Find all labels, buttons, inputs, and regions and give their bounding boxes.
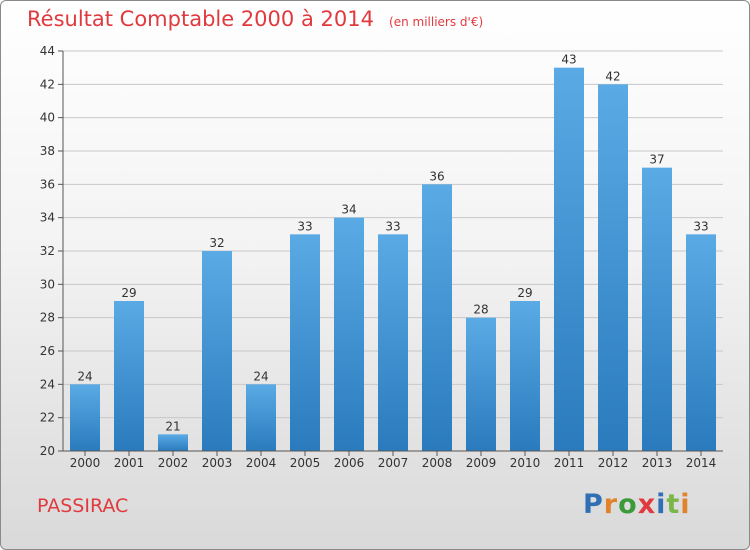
logo-letter: o (618, 489, 638, 520)
bar-2004 (246, 384, 276, 451)
logo-letter: i (680, 489, 691, 520)
x-tick-labels: 2000 2001 2002 2003 2004 2005 2006 2007 2008 2009… (70, 451, 717, 470)
logo-letter: r (603, 489, 619, 520)
data-label: 32 (209, 236, 224, 250)
bar-2010 (510, 301, 540, 451)
data-label: 21 (165, 419, 180, 433)
chart-title: Résultat Comptable 2000 à 2014 (27, 7, 374, 31)
x-tick-label: 2001 (114, 456, 145, 470)
data-label: 24 (253, 369, 268, 383)
x-tick-label: 2012 (598, 456, 629, 470)
y-tick-label: 40 (40, 111, 55, 125)
x-tick-label: 2006 (334, 456, 365, 470)
bar-2012 (598, 84, 628, 451)
data-label: 33 (693, 219, 708, 233)
bar-2014 (686, 234, 716, 451)
commune-name: PASSIRAC (37, 495, 129, 517)
y-tick-label: 28 (40, 311, 55, 325)
bar-2011 (554, 67, 584, 452)
data-label: 28 (473, 303, 488, 317)
x-tick-label: 2007 (378, 456, 409, 470)
data-label: 37 (649, 153, 664, 167)
y-tick-label: 42 (40, 77, 55, 91)
logo-letter: x (637, 489, 657, 520)
x-tick-label: 2004 (246, 456, 277, 470)
logo-letter: t (666, 489, 681, 520)
logo-letter: i (656, 489, 667, 520)
x-tick-label: 2008 (422, 456, 453, 470)
y-tick-label: 38 (40, 144, 55, 158)
data-label: 29 (517, 286, 532, 300)
x-tick-label: 2000 (70, 456, 101, 470)
y-tick-label: 22 (40, 411, 55, 425)
data-label: 43 (561, 53, 576, 67)
data-label: 29 (121, 286, 136, 300)
bar-2001 (114, 301, 144, 451)
y-tick-label: 26 (40, 344, 55, 358)
y-tick-label: 34 (40, 211, 55, 225)
bar-2005 (290, 234, 320, 451)
x-tick-label: 2011 (554, 456, 585, 470)
x-tick-label: 2005 (290, 456, 321, 470)
bar-2007 (378, 234, 408, 451)
y-tick-label: 36 (40, 177, 55, 191)
bar-2000 (70, 384, 100, 451)
bars (70, 67, 716, 452)
x-tick-label: 2003 (202, 456, 233, 470)
y-tick-label: 24 (40, 377, 55, 391)
y-tick-label: 30 (40, 277, 55, 291)
x-tick-label: 2013 (642, 456, 673, 470)
y-tick-label: 44 (40, 44, 55, 58)
bar-2003 (202, 251, 232, 451)
bar-2009 (466, 317, 496, 451)
bar-2008 (422, 184, 452, 452)
x-tick-label: 2010 (510, 456, 541, 470)
data-label: 34 (341, 203, 356, 217)
y-tick-labels: 20 22 24 26 28 30 32 34 36 38 40 42 44 (40, 44, 63, 458)
data-label: 24 (77, 369, 92, 383)
data-label: 42 (605, 69, 620, 83)
bar-2006 (334, 217, 364, 451)
y-tick-label: 20 (40, 444, 55, 458)
y-tick-label: 32 (40, 244, 55, 258)
chart-title-block: Résultat Comptable 2000 à 2014 (en milli… (27, 7, 483, 31)
bar-2002 (158, 434, 188, 451)
data-label: 36 (429, 169, 444, 183)
data-label: 33 (297, 219, 312, 233)
logo-letter: P (583, 489, 604, 520)
chart-subtitle: (en milliers d'€) (389, 15, 484, 29)
data-label: 33 (385, 219, 400, 233)
x-tick-label: 2009 (466, 456, 497, 470)
x-tick-label: 2002 (158, 456, 189, 470)
bar-2013 (642, 167, 672, 451)
data-labels: 24 29 21 32 24 33 34 33 36 28 29 43 42 37 33 (77, 53, 708, 434)
x-tick-label: 2014 (686, 456, 717, 470)
proxiti-logo: Proxiti (583, 489, 691, 520)
